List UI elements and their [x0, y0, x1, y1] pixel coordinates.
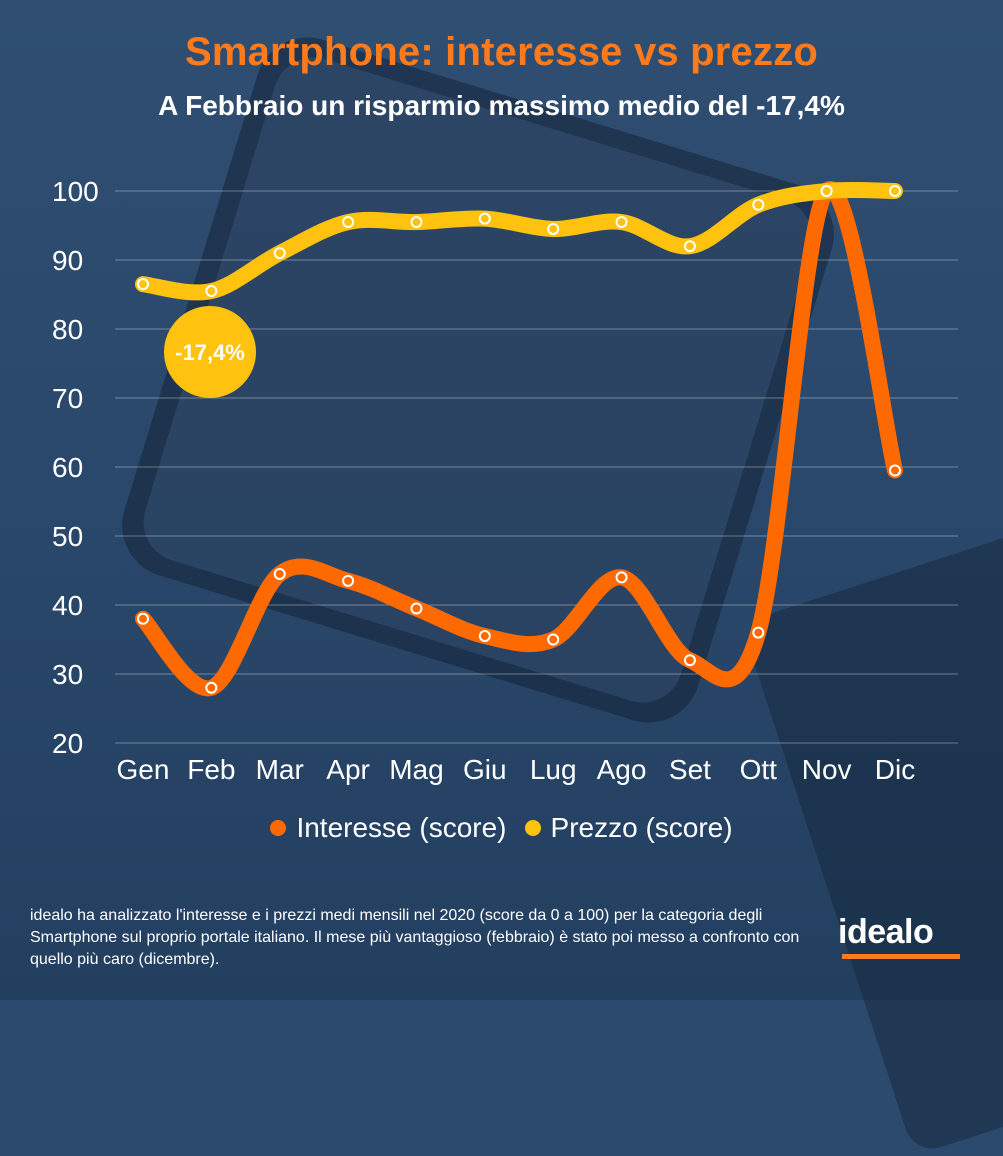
x-tick-label: Mar [256, 754, 304, 785]
chart-subtitle: A Febbraio un risparmio massimo medio de… [158, 90, 845, 121]
data-point-prezzo-dic [889, 185, 901, 197]
data-point-interesse-ott [752, 626, 765, 639]
legend-label-interesse: Interesse (score) [296, 812, 507, 843]
x-tick-label: Lug [530, 754, 577, 785]
legend-label-prezzo: Prezzo (score) [550, 812, 733, 843]
x-tick-label: Ago [597, 754, 647, 785]
data-point-interesse-set [683, 654, 696, 667]
data-point-prezzo-gen [137, 278, 149, 291]
y-tick-label: 50 [52, 521, 83, 552]
data-point-interesse-giu [478, 630, 491, 643]
series-line-prezzo [135, 181, 903, 301]
idealo-logo: idealo [838, 913, 934, 951]
y-tick-label: 80 [52, 314, 83, 345]
data-point-prezzo-apr [342, 216, 355, 229]
legend-swatch-interesse [270, 820, 287, 836]
x-tick-label: Feb [187, 754, 235, 785]
x-tick-label: Giu [463, 754, 507, 785]
legend: Interesse (score) Prezzo (score) [0, 812, 1003, 844]
data-point-prezzo-mag [410, 216, 423, 229]
x-tick-label: Ott [740, 754, 778, 785]
x-tick-label: Nov [802, 754, 852, 785]
savings-callout-circle [164, 306, 256, 398]
x-tick-label: Gen [117, 754, 170, 785]
x-tick-label: Apr [326, 754, 370, 785]
data-point-interesse-mar [273, 567, 286, 580]
y-tick-label: 100 [52, 176, 99, 207]
legend-item-prezzo: Prezzo (score) [524, 812, 733, 844]
data-point-prezzo-lug [547, 222, 560, 235]
data-point-interesse-lug [547, 633, 560, 646]
data-point-prezzo-giu [478, 212, 491, 225]
y-tick-label: 20 [52, 728, 83, 759]
data-point-prezzo-nov [820, 185, 833, 197]
x-tick-label: Mag [389, 754, 443, 785]
x-tick-label: Dic [875, 754, 915, 785]
data-point-interesse-feb [205, 681, 218, 694]
y-tick-label: 60 [52, 452, 83, 483]
logo-underline [842, 954, 960, 959]
data-point-interesse-dic [889, 464, 901, 477]
footnote: idealo ha analizzato l'interesse e i pre… [30, 907, 800, 968]
y-tick-label: 30 [52, 659, 83, 690]
x-tick-label: Set [669, 754, 711, 785]
chart-title: Smartphone: interesse vs prezzo [184, 30, 819, 74]
data-point-interesse-apr [342, 574, 355, 587]
data-point-prezzo-set [683, 240, 696, 253]
data-point-prezzo-ago [615, 216, 628, 229]
y-tick-label: 90 [52, 245, 83, 276]
legend-swatch-prezzo [524, 820, 541, 836]
data-point-prezzo-ott [752, 198, 765, 211]
legend-item-interesse: Interesse (score) [270, 812, 507, 844]
data-point-interesse-mag [410, 602, 423, 615]
data-point-prezzo-mar [273, 247, 286, 260]
y-tick-label: 40 [52, 590, 83, 621]
data-point-interesse-gen [137, 612, 149, 625]
y-tick-label: 70 [52, 383, 83, 414]
line-chart: 20 30 40 50 60 70 80 90 100 Gen Feb Mar Apr Mag Giu Lu… [52, 176, 958, 785]
data-point-interesse-ago [615, 571, 628, 584]
savings-callout-label: -17,4% [175, 340, 245, 365]
data-point-prezzo-feb [205, 285, 218, 298]
